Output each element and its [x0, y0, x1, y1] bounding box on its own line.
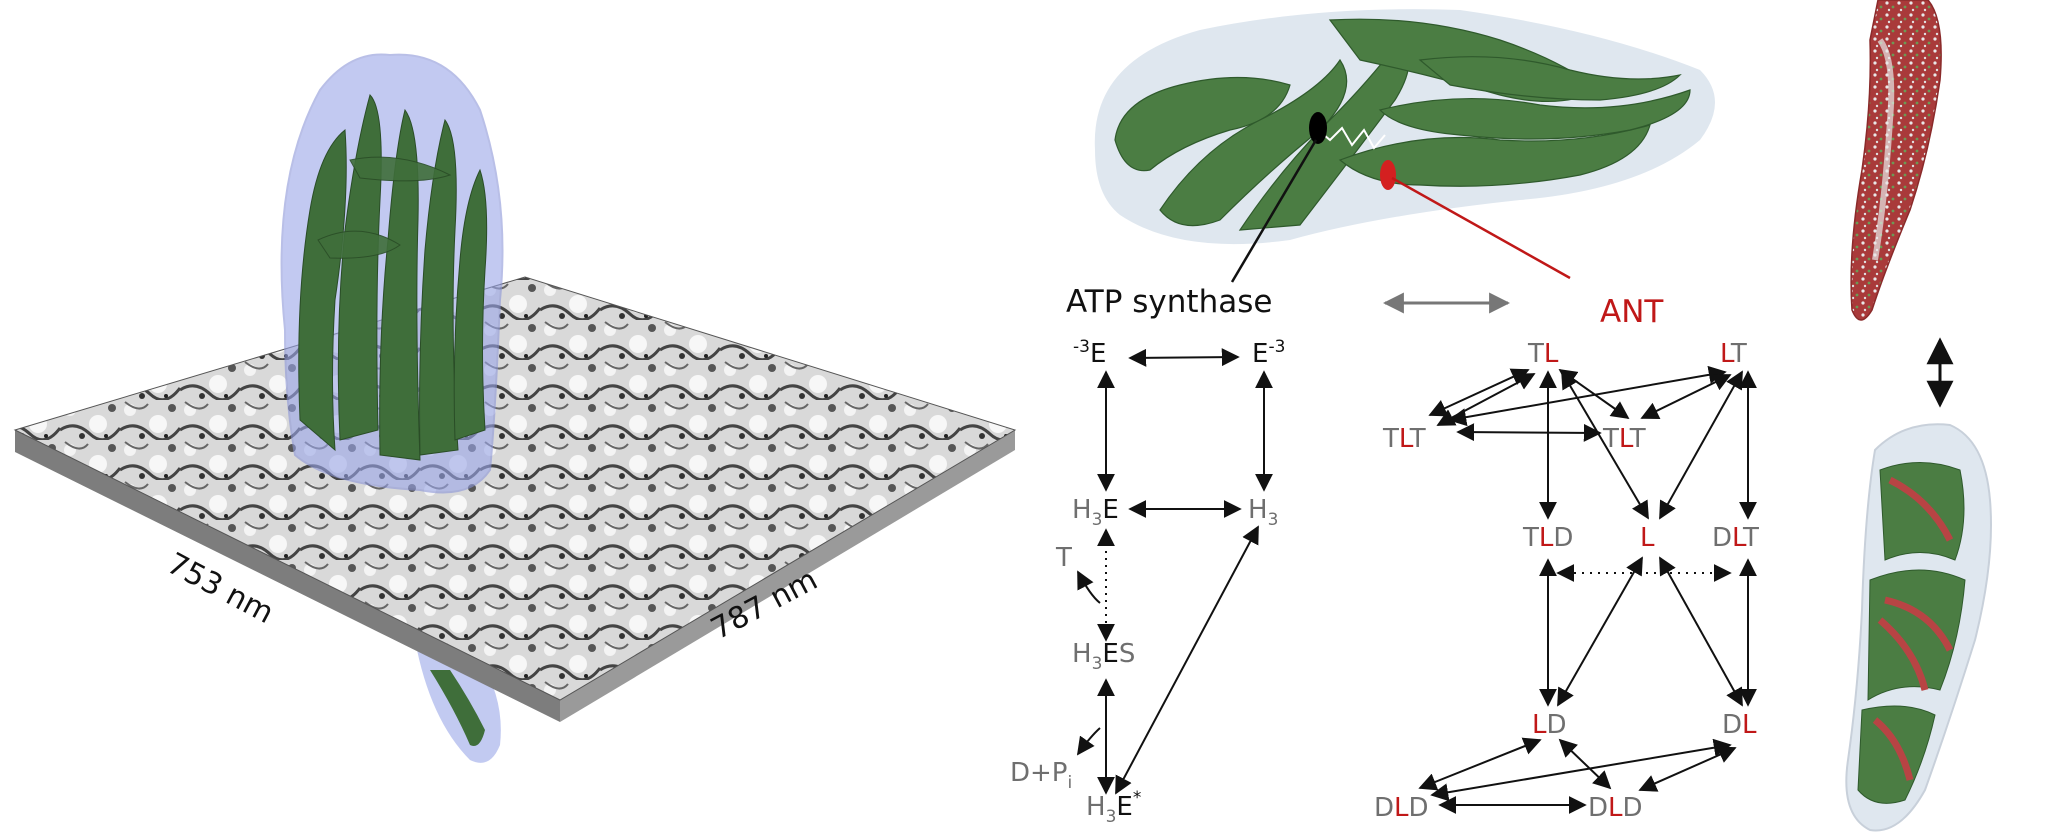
atp-synthase-marker	[1309, 112, 1327, 144]
state-h3es: H3ES	[1072, 639, 1135, 674]
atp-transitions	[1076, 348, 1273, 795]
state-h3e: H3E	[1072, 495, 1119, 530]
state-tl: TL	[1527, 339, 1559, 369]
state-dl: DL	[1722, 710, 1757, 740]
state-lt: LT	[1720, 339, 1747, 369]
ant-kinetic-scheme: TL LT TLT TLT TLD L DLT LD DL DLD DLD	[1374, 339, 1759, 823]
state-tlt-left: TLT	[1382, 424, 1426, 454]
atp-synthase-kinetic-scheme: -3E E-3 H3E H3 T H3ES D+Pi H3E*	[1010, 337, 1285, 827]
state-h3estar: H3E*	[1086, 788, 1141, 827]
state-e-minus: -3E	[1073, 337, 1106, 369]
ant-leader	[1391, 176, 1571, 280]
atp-synthase-leader	[1230, 139, 1318, 283]
panel-a-tomogram: 753 nm 787 nm	[13, 53, 1017, 763]
atp-synthase-label: ATP synthase	[1066, 284, 1272, 320]
state-dld-right: DLD	[1588, 793, 1643, 823]
proton-path	[1317, 126, 1386, 150]
rendering-top-speckled	[1850, 0, 1942, 321]
slab-side-right	[560, 430, 1015, 722]
state-l: L	[1640, 523, 1655, 553]
state-dlt: DLT	[1712, 523, 1759, 553]
ant-transitions	[1418, 365, 1757, 814]
state-dld-left: DLD	[1374, 793, 1429, 823]
rendering-bottom-cristae	[1857, 462, 1966, 804]
slab-side-front	[15, 430, 560, 722]
cristae	[298, 94, 488, 461]
cristae-lower	[430, 670, 485, 746]
state-dpi: D+Pi	[1010, 758, 1072, 793]
panel-c-renderings	[1845, 0, 1992, 832]
ant-marker	[1380, 160, 1396, 190]
ant-label: ANT	[1600, 294, 1664, 330]
cristae-network	[1114, 18, 1691, 231]
panel-b-mitochondrion: ATP synthase ANT	[1066, 9, 1715, 330]
state-t: T	[1055, 543, 1072, 573]
em-slab	[13, 276, 1017, 701]
state-e-plus: E-3	[1252, 337, 1285, 369]
state-h3: H3	[1248, 495, 1278, 530]
state-tld: TLD	[1522, 523, 1573, 553]
state-ld: LD	[1532, 710, 1567, 740]
